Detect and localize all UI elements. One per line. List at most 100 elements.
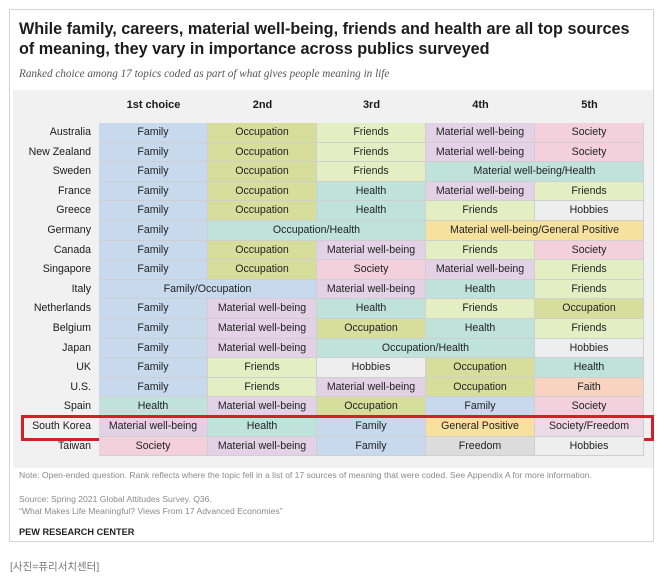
country-label: Taiwan <box>58 439 91 452</box>
rank-cell: Family/Occupation <box>99 279 317 300</box>
rank-cell: Occupation <box>208 123 317 143</box>
rank-cell: Health <box>317 201 426 221</box>
rank-cell: Family <box>99 142 208 163</box>
rank-cell: Friends <box>535 181 644 202</box>
rank-cell: Society <box>99 436 208 457</box>
rank-cell: Hobbies <box>535 201 644 221</box>
rank-cell: Family <box>317 436 426 457</box>
rank-cell: Family <box>426 397 535 417</box>
rank-cell: Material well-being <box>208 338 317 359</box>
rank-cell: Family <box>99 358 208 378</box>
chart-report: “What Makes Life Meaningful? Views From … <box>19 506 283 516</box>
rank-cell: Material well-being <box>317 240 426 261</box>
country-label: Belgium <box>52 322 91 334</box>
rank-cell: Family <box>99 240 208 261</box>
column-header: 2nd <box>252 99 273 111</box>
rank-cell: Occupation <box>208 181 317 202</box>
chart-card: While family, careers, material well-bei… <box>9 9 654 542</box>
country-label: Japan <box>62 341 91 354</box>
rank-cell: Freedom <box>426 436 535 457</box>
ranking-table: 1st choice 2nd 3rd 4th 5th Australia Family Occ… <box>13 90 654 468</box>
rank-cell: Material well-being <box>208 319 317 339</box>
brand-logo: PEW RESEARCH CENTER <box>19 527 135 537</box>
country-label: Netherlands <box>33 302 91 315</box>
rank-cell: Material well-being <box>317 377 426 398</box>
rank-cell: Health <box>317 299 426 319</box>
rank-cell: Friends <box>426 240 535 261</box>
rank-cell: Material well-being <box>426 260 535 280</box>
rank-cell: Friends <box>317 123 426 143</box>
rank-cell: Family <box>99 299 208 319</box>
rank-cell: Material well-being/Health <box>426 162 644 182</box>
rank-cell: Occupation <box>535 299 644 319</box>
rank-cell: Society <box>535 123 644 143</box>
rank-cell: Family <box>99 338 208 359</box>
rank-cell: Society/Freedom <box>535 417 644 437</box>
rank-cell: Friends <box>426 299 535 319</box>
rank-cell: Occupation <box>208 201 317 221</box>
rank-cell: Friends <box>535 260 644 280</box>
country-label: Germany <box>47 224 91 236</box>
rank-cell: Health <box>426 279 535 300</box>
rank-cell: Material well-being <box>426 123 535 143</box>
chart-source: Source: Spring 2021 Global Attitudes Sur… <box>19 494 212 504</box>
rank-cell: Faith <box>535 377 644 398</box>
country-label: Australia <box>49 126 91 138</box>
rank-cell: Friends <box>317 142 426 163</box>
country-label: U.S. <box>70 380 91 393</box>
country-label: Canada <box>53 243 91 256</box>
country-label: Singapore <box>42 263 91 276</box>
rank-cell: Family <box>99 260 208 280</box>
rank-cell: General Positive <box>426 417 535 437</box>
rank-cell: Health <box>426 319 535 339</box>
rank-cell: Occupation <box>208 240 317 261</box>
country-label: New Zealand <box>28 145 91 158</box>
country-label: Italy <box>71 282 91 295</box>
rank-cell: Occupation <box>208 142 317 163</box>
rank-cell: Hobbies <box>535 436 644 457</box>
rank-cell: Hobbies <box>535 338 644 359</box>
column-header: 5th <box>581 99 598 111</box>
photo-caption: [사진=퓨리서치센터] <box>10 561 100 573</box>
rank-cell: Material well-being <box>317 279 426 300</box>
country-label: Spain <box>63 400 91 413</box>
chart-subtitle: Ranked choice among 17 topics coded as p… <box>19 68 390 80</box>
rank-cell: Material well-being <box>208 436 317 457</box>
rank-cell: Material well-being <box>426 181 535 202</box>
rank-cell: Friends <box>426 201 535 221</box>
rank-cell: Occupation <box>426 358 535 378</box>
rank-cell: Occupation <box>208 260 317 280</box>
rank-cell: Society <box>317 260 426 280</box>
rank-cell: Family <box>99 123 208 143</box>
country-label: South Korea <box>32 420 91 432</box>
rank-cell: Friends <box>535 279 644 300</box>
rank-cell: Material well-being <box>426 142 535 163</box>
rank-cell: Society <box>535 240 644 261</box>
country-label: Sweden <box>52 165 91 178</box>
column-header: 4th <box>472 99 489 111</box>
rank-cell: Occupation <box>426 377 535 398</box>
column-header: 3rd <box>362 99 381 111</box>
rank-cell: Family <box>317 417 426 437</box>
rank-cell: Hobbies <box>317 358 426 378</box>
rank-cell: Occupation <box>208 162 317 182</box>
rank-cell: Society <box>535 142 644 163</box>
country-label: UK <box>76 361 91 374</box>
rank-cell: Occupation/Health <box>317 338 535 359</box>
rank-cell: Material well-being <box>208 299 317 319</box>
rank-cell: Family <box>99 181 208 202</box>
column-header: 1st choice <box>126 99 181 111</box>
rank-cell: Health <box>317 181 426 202</box>
rank-cell: Occupation <box>317 319 426 339</box>
country-label: France <box>58 184 91 197</box>
rank-cell: Family <box>99 162 208 182</box>
rank-cell: Occupation/Health <box>208 221 426 241</box>
country-label: Greece <box>56 204 91 217</box>
rank-cell: Material well-being <box>99 417 208 437</box>
rank-cell: Family <box>99 319 208 339</box>
rank-cell: Friends <box>535 319 644 339</box>
rank-cell: Family <box>99 377 208 398</box>
rank-cell: Family <box>99 201 208 221</box>
rank-cell: Family <box>99 221 208 241</box>
rank-cell: Friends <box>317 162 426 182</box>
